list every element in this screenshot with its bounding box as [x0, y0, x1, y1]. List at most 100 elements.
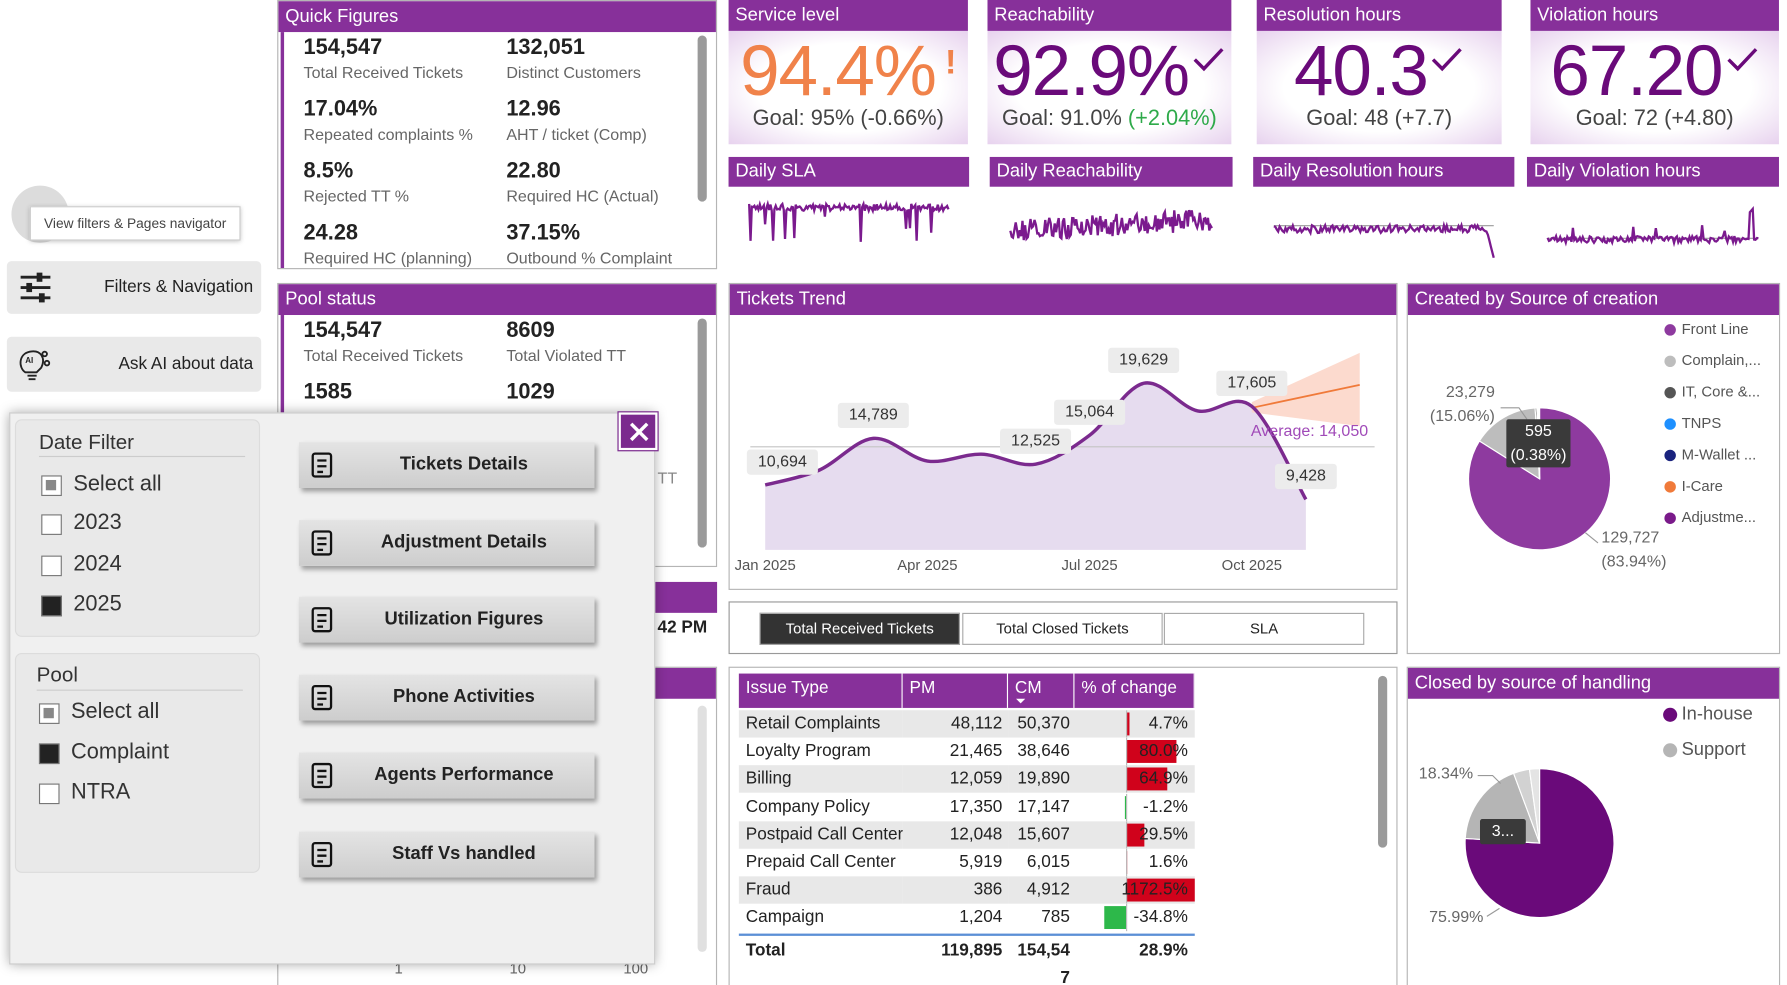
tab[interactable]: Total Closed Tickets	[962, 612, 1163, 645]
figure-value: 154,547	[303, 35, 383, 60]
change-cell: 1172.5%	[1074, 876, 1195, 905]
close-button[interactable]	[617, 411, 659, 452]
cell: 1,204	[902, 904, 1009, 932]
tooltip: View filters & Pages navigator	[29, 206, 241, 241]
page-button[interactable]: Phone Activities	[298, 674, 595, 721]
kpi-goal-text: Goal: 91.0%	[1002, 106, 1122, 131]
total-rule	[738, 933, 1195, 936]
filter-option[interactable]: Select all	[16, 471, 261, 501]
figure-label: Total Received Tickets	[303, 345, 464, 365]
kpi-flag: !	[944, 43, 957, 82]
filter-title: Date Filter	[38, 430, 135, 454]
filter-title: Pool	[36, 663, 78, 687]
figure-value: 8609	[506, 318, 555, 343]
cell: 48,112	[902, 710, 1009, 738]
figure-value: 24.28	[303, 221, 359, 246]
kpi-goal-delta: (+7.7)	[1394, 106, 1453, 131]
change-cell: -34.8%	[1074, 904, 1195, 932]
tab[interactable]: Total Received Tickets	[759, 612, 960, 645]
cell: Prepaid Call Center	[738, 848, 903, 877]
zero-line	[1126, 793, 1128, 821]
change-bar	[1104, 906, 1127, 930]
filter-option[interactable]: Select all	[16, 699, 261, 729]
page-button[interactable]: Agents Performance	[298, 752, 595, 799]
figure-value: 1029	[506, 380, 555, 405]
filter-option[interactable]: 2024	[16, 551, 261, 581]
change-cell: 80.0%	[1074, 737, 1195, 766]
cell: Retail Complaints	[738, 710, 903, 738]
page-button[interactable]: Utilization Figures	[298, 596, 595, 643]
cell: 12,048	[902, 821, 1009, 849]
sparkline	[1546, 205, 1759, 248]
panel: Created by Source of creation	[1406, 282, 1781, 655]
cell: Billing	[738, 765, 903, 794]
tab[interactable]: SLA	[1163, 612, 1365, 645]
icon	[1016, 698, 1026, 704]
checkbox	[38, 783, 60, 805]
page-button[interactable]: Tickets Details	[298, 442, 595, 488]
page-button[interactable]: Staff Vs handled	[298, 831, 595, 878]
ai-button-label: Ask AI about data	[118, 353, 254, 374]
filter-option[interactable]: 2023	[16, 510, 261, 540]
change-bar	[1125, 795, 1127, 819]
sparkline	[1009, 207, 1213, 242]
cell: 4,912	[1008, 876, 1075, 905]
icon	[1432, 48, 1463, 72]
fragment: TT	[657, 468, 678, 487]
column-header[interactable]: Issue Type	[738, 673, 903, 708]
cell: 50,370	[1008, 710, 1075, 738]
checkbox	[38, 703, 60, 724]
column-header[interactable]: % of change	[1074, 673, 1195, 708]
filter-option[interactable]: Complaint	[16, 739, 261, 769]
filters-button[interactable]: Filters & Navigation	[6, 261, 262, 314]
column-header[interactable]: CM	[1008, 673, 1075, 708]
sparkline-title: Daily Resolution hours	[1253, 156, 1515, 187]
change-bar	[1126, 823, 1145, 847]
icon	[311, 530, 333, 556]
page-button-label: Adjustment Details	[380, 532, 547, 553]
page-button-label: Utilization Figures	[384, 609, 544, 629]
kpi-title: Violation hours	[1530, 0, 1779, 31]
kpi-value-row: 94.4%!	[729, 31, 968, 111]
filter-rule	[38, 455, 246, 458]
figure-label: Required HC (Actual)	[506, 186, 659, 206]
zero-line	[1126, 765, 1128, 794]
kpi-value-row: 40.3	[1257, 31, 1502, 111]
kpi-goal-text: Goal: 72	[1575, 106, 1659, 131]
icon	[1726, 48, 1757, 72]
icon	[311, 607, 333, 633]
kpi-body	[987, 30, 1232, 145]
change-bar	[1126, 712, 1129, 736]
change-cell: -1.2%	[1074, 793, 1195, 821]
figure-value: 8.5%	[303, 159, 354, 184]
issue-table: Issue Type PM CM% of change Retail Complain…	[738, 673, 1195, 985]
kpi-value: 94.4%	[740, 31, 937, 111]
figure-value: 22.80	[506, 159, 561, 184]
page-button[interactable]: Adjustment Details	[298, 520, 595, 566]
page-button-label: Agents Performance	[374, 765, 554, 785]
filter-option-label: Complaint	[71, 739, 170, 765]
scrollbar	[697, 705, 707, 952]
icon	[311, 452, 333, 478]
change-label: 1.6%	[1148, 852, 1188, 872]
filter-option[interactable]: NTRA	[16, 779, 261, 809]
column-header[interactable]: PM	[902, 673, 1009, 708]
accent-bar	[280, 32, 285, 269]
zero-line	[1126, 821, 1128, 849]
kpi-title: Service level	[728, 0, 968, 31]
zero-line	[1126, 710, 1128, 738]
cell: Postpaid Call Center	[738, 821, 903, 849]
change-cell: 64.9%	[1074, 765, 1195, 794]
kpi-value: 92.9%	[993, 31, 1190, 111]
ai-button[interactable]: AI Ask AI about data	[6, 336, 262, 392]
scrollbar	[697, 35, 707, 202]
figure-value: 1585	[303, 380, 352, 405]
change-bar	[1126, 878, 1195, 902]
filter-option[interactable]: 2025	[16, 591, 261, 621]
page-button-label: Staff Vs handled	[392, 844, 536, 864]
cell: 17,350	[902, 793, 1009, 821]
panel: Quick Figures 154,547 Total Received Ticke…	[277, 0, 718, 270]
zero-line	[1126, 904, 1128, 932]
filter-option-label: NTRA	[71, 780, 131, 805]
sparkline	[1273, 220, 1495, 259]
